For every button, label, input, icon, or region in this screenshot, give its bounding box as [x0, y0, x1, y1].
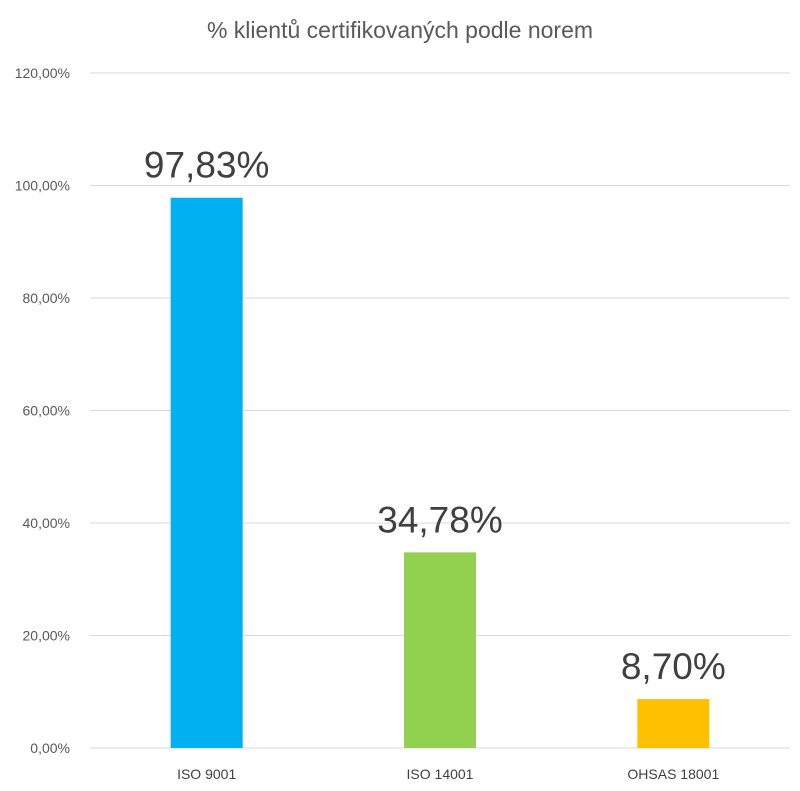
y-tick-label: 80,00%: [23, 290, 70, 306]
y-tick-label: 0,00%: [30, 740, 70, 756]
y-tick-label: 40,00%: [23, 515, 70, 531]
data-label: 34,78%: [377, 499, 503, 540]
chart-title: % klientů certifikovaných podle norem: [207, 17, 593, 43]
data-label: 97,83%: [144, 145, 270, 186]
x-axis-category-labels: ISO 9001 ISO 14001 OHSAS 18001: [177, 766, 719, 782]
x-category-label: ISO 9001: [177, 766, 236, 782]
bars: [170, 197, 710, 749]
x-category-label: ISO 14001: [407, 766, 474, 782]
y-tick-label: 20,00%: [23, 628, 70, 644]
data-labels: 97,83% 34,78% 8,70%: [144, 145, 726, 687]
bar: [637, 699, 710, 748]
x-category-label: OHSAS 18001: [627, 766, 719, 782]
y-tick-label: 60,00%: [23, 403, 70, 419]
y-tick-label: 100,00%: [15, 178, 70, 194]
bar: [170, 197, 243, 749]
y-tick-label: 120,00%: [15, 65, 70, 81]
bar: [404, 552, 476, 748]
y-axis-tick-labels: 0,00% 20,00% 40,00% 60,00% 80,00% 100,00% 120,…: [15, 65, 70, 756]
data-label: 8,70%: [621, 646, 726, 687]
